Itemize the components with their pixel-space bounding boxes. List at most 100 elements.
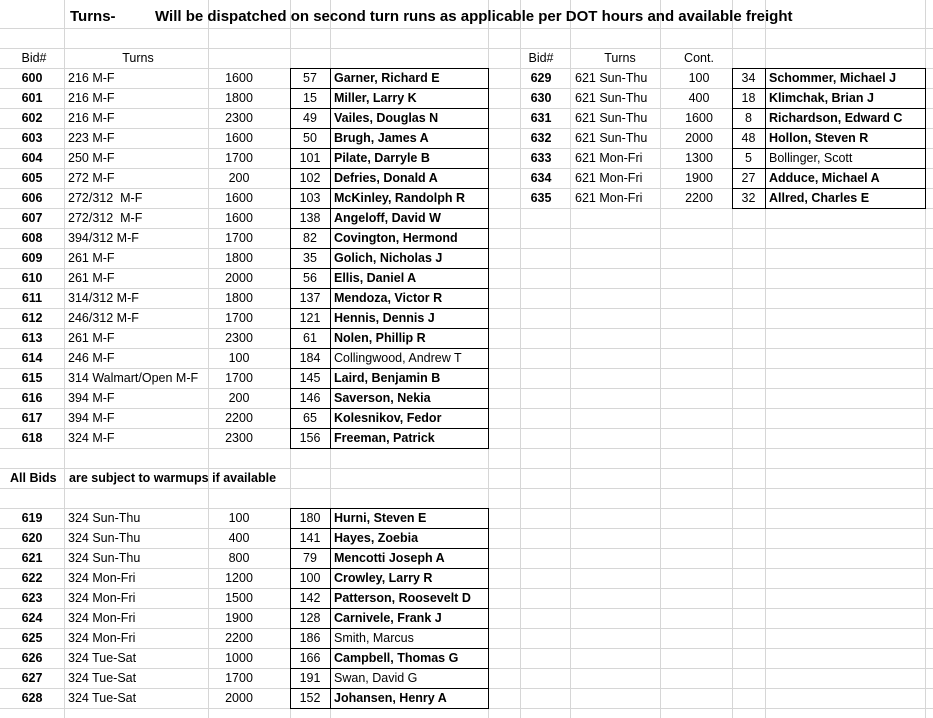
seniority-number: 121: [299, 311, 321, 325]
column-header: Bid#: [528, 51, 554, 65]
seniority-number: 146: [299, 391, 321, 405]
turns: 324 M-F: [68, 431, 115, 445]
time: 100: [228, 511, 250, 525]
time: 1700: [225, 671, 253, 685]
turns: 394 M-F: [68, 391, 115, 405]
turns: 324 Sun-Thu: [68, 551, 141, 565]
seniority-number: 61: [303, 331, 317, 345]
driver-name: Ellis, Daniel A: [334, 271, 417, 285]
bid-number: 603: [21, 131, 43, 145]
time: 100: [688, 71, 710, 85]
seniority-number: 32: [741, 191, 756, 205]
bid-number: 609: [21, 251, 43, 265]
driver-name: Patterson, Roosevelt D: [334, 591, 471, 605]
cell-border: [330, 428, 489, 449]
seniority-number: 152: [299, 691, 321, 705]
driver-name: Swan, David G: [334, 671, 418, 685]
driver-name: Hennis, Dennis J: [334, 311, 435, 325]
bid-number: 632: [530, 131, 552, 145]
driver-name: Bollinger, Scott: [769, 151, 853, 165]
seniority-number: 137: [299, 291, 321, 305]
turns: 324 Tue-Sat: [68, 651, 137, 665]
turns: 621 Sun-Thu: [575, 91, 648, 105]
column-header: Turns: [122, 51, 154, 65]
driver-name: Kolesnikov, Fedor: [334, 411, 442, 425]
turns: 261 M-F: [68, 251, 115, 265]
time: 1600: [225, 71, 253, 85]
time: 1200: [225, 571, 253, 585]
driver-name: Laird, Benjamin B: [334, 371, 441, 385]
seniority-number: 49: [303, 111, 317, 125]
time: 2000: [225, 691, 253, 705]
turns: 272/312 M-F: [68, 191, 143, 205]
time: 1800: [225, 251, 253, 265]
bid-number: 624: [21, 611, 43, 625]
time: 2300: [225, 431, 253, 445]
driver-name: Covington, Hermond: [334, 231, 458, 245]
bid-number: 613: [21, 331, 43, 345]
driver-name: Nolen, Phillip R: [334, 331, 426, 345]
time: 2200: [225, 411, 253, 425]
time: 1800: [225, 291, 253, 305]
seniority-number: 56: [303, 271, 317, 285]
turns: 223 M-F: [68, 131, 115, 145]
bid-number: 602: [21, 111, 43, 125]
bid-number: 623: [21, 591, 43, 605]
driver-name: Angeloff, David W: [334, 211, 441, 225]
bid-number: 615: [21, 371, 43, 385]
column-header: Turns: [604, 51, 636, 65]
seniority-number: 5: [745, 151, 752, 165]
seniority-number: 35: [303, 251, 317, 265]
driver-name: Saverson, Nekia: [334, 391, 431, 405]
bid-number: 633: [530, 151, 552, 165]
driver-name: Defries, Donald A: [334, 171, 438, 185]
seniority-number: 102: [299, 171, 321, 185]
driver-name: Miller, Larry K: [334, 91, 417, 105]
seniority-number: 191: [299, 671, 321, 685]
turns: 246 M-F: [68, 351, 115, 365]
driver-name: McKinley, Randolph R: [334, 191, 466, 205]
turns: 621 Sun-Thu: [575, 131, 648, 145]
seniority-number: 15: [303, 91, 317, 105]
note-text: are subject to warmups if available: [69, 471, 277, 485]
driver-name: Klimchak, Brian J: [769, 91, 874, 105]
driver-name: Brugh, James A: [334, 131, 429, 145]
driver-name: Carnivele, Frank J: [334, 611, 442, 625]
bid-number: 620: [21, 531, 43, 545]
turns: 250 M-F: [68, 151, 115, 165]
driver-name: Mendoza, Victor R: [334, 291, 443, 305]
bid-number: 629: [530, 71, 552, 85]
seniority-number: 48: [741, 131, 756, 145]
bid-number: 622: [21, 571, 43, 585]
time: 2200: [225, 631, 253, 645]
time: 1900: [685, 171, 713, 185]
bid-number: 608: [21, 231, 43, 245]
turns: 621 Mon-Fri: [575, 171, 643, 185]
turns: 261 M-F: [68, 331, 115, 345]
bid-number: 616: [21, 391, 43, 405]
driver-name: Garner, Richard E: [334, 71, 440, 85]
turns: 621 Sun-Thu: [575, 71, 648, 85]
bid-number: 612: [21, 311, 43, 325]
seniority-number: 8: [745, 111, 752, 125]
turns: 216 M-F: [68, 111, 115, 125]
time: 1300: [685, 151, 713, 165]
title-label: Turns-: [70, 8, 116, 25]
bid-number: 625: [21, 631, 43, 645]
time: 1600: [225, 131, 253, 145]
turns: 272 M-F: [68, 171, 115, 185]
driver-name: Vailes, Douglas N: [334, 111, 439, 125]
seniority-number: 79: [303, 551, 317, 565]
title: Will be dispatched on second turn runs a…: [155, 8, 793, 25]
turns: 261 M-F: [68, 271, 115, 285]
cell-border: [330, 688, 489, 709]
driver-name: Hollon, Steven R: [769, 131, 869, 145]
driver-name: Mencotti Joseph A: [334, 551, 445, 565]
seniority-number: 128: [299, 611, 321, 625]
turns: 314 Walmart/Open M-F: [68, 371, 199, 385]
seniority-number: 142: [299, 591, 321, 605]
driver-name: Richardson, Edward C: [769, 111, 903, 125]
bid-number: 617: [21, 411, 43, 425]
column-header: Bid#: [21, 51, 47, 65]
turns: 216 M-F: [68, 71, 115, 85]
